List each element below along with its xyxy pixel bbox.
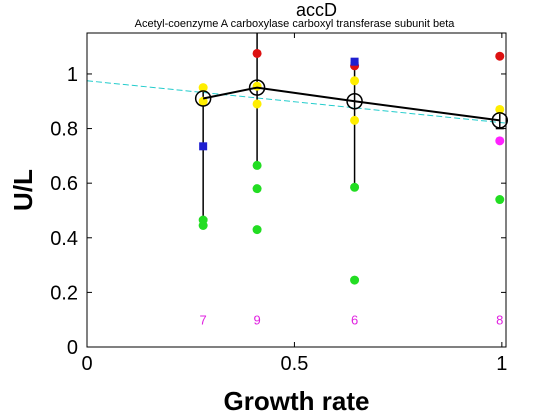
data-point xyxy=(495,51,505,61)
data-point-square xyxy=(350,57,359,66)
mean-line xyxy=(202,86,500,122)
data-point xyxy=(252,99,262,109)
data-point xyxy=(198,220,208,230)
count-label: 8 xyxy=(496,313,503,328)
chart-subtitle: Acetyl-coenzyme A carboxylase carboxyl t… xyxy=(135,18,456,30)
data-point xyxy=(350,76,360,86)
mean-marker xyxy=(346,93,363,110)
mean-marker xyxy=(194,90,212,107)
data-point xyxy=(252,160,262,170)
x-tick-label: 0.5 xyxy=(281,353,309,375)
mean-marker xyxy=(248,79,266,96)
x-tick-label: 1 xyxy=(496,353,507,375)
data-point xyxy=(350,182,360,192)
mean-line-group xyxy=(194,79,509,129)
x-axis-label: Growth rate xyxy=(224,386,370,416)
y-tick-label: 0 xyxy=(67,337,78,359)
plot-frame xyxy=(86,32,507,348)
count-label-group: 7 9 6 8 xyxy=(200,313,504,328)
x-tick-label: 0 xyxy=(81,353,92,375)
data-point xyxy=(252,48,262,58)
tick-group: 0 0.5 1 0 0.2 0.4 0.6 0.8 1 xyxy=(50,33,507,375)
data-point xyxy=(495,136,505,146)
data-point xyxy=(198,83,208,93)
count-label: 9 xyxy=(253,313,260,328)
y-tick-label: 0.8 xyxy=(50,119,78,141)
y-tick-label: 1 xyxy=(67,64,78,86)
data-point-group xyxy=(198,48,505,285)
data-point xyxy=(495,104,505,114)
y-tick-label: 0.2 xyxy=(50,282,78,304)
count-label: 6 xyxy=(351,313,358,328)
data-point xyxy=(252,81,262,91)
data-point xyxy=(252,225,262,235)
data-point xyxy=(350,115,360,125)
y-axis-label: U/L xyxy=(8,169,38,211)
mean-marker xyxy=(491,112,509,129)
data-point xyxy=(350,275,360,285)
fit-line-group xyxy=(86,80,507,124)
data-point xyxy=(495,195,505,205)
y-tick-label: 0.4 xyxy=(50,228,78,250)
y-tick-label: 0.6 xyxy=(50,173,78,195)
data-point xyxy=(252,184,262,194)
count-label: 7 xyxy=(200,313,207,328)
data-point-square xyxy=(199,142,208,151)
fit-line xyxy=(86,80,507,124)
chart-title: accD xyxy=(296,0,337,20)
